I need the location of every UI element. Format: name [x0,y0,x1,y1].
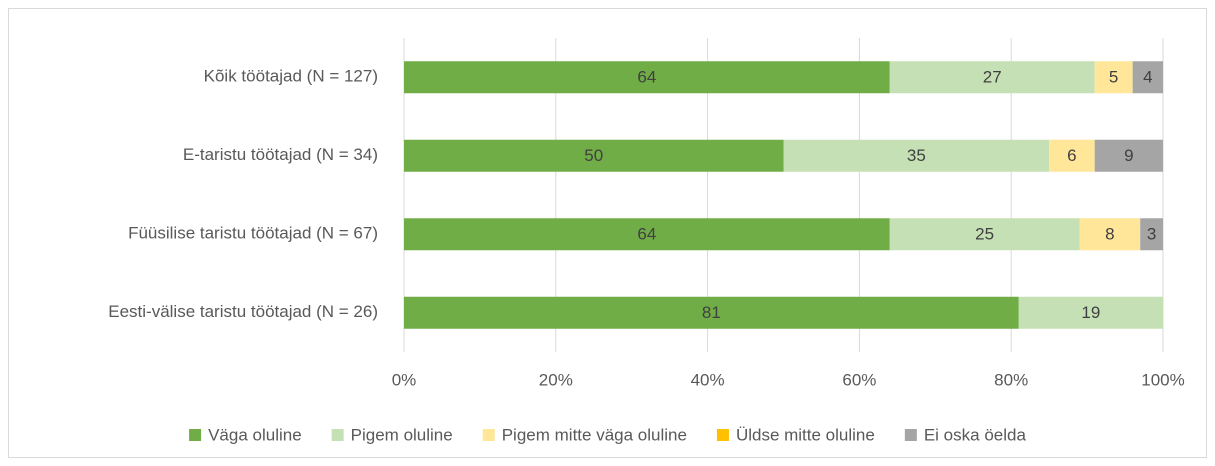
data-label: 3 [1147,225,1156,244]
data-label: 6 [1067,146,1076,165]
bar-segment [1094,61,1133,94]
data-label: 9 [1124,146,1133,165]
bar-segment [1018,296,1163,329]
bar-segment [1049,139,1095,172]
bar-segment [783,139,1050,172]
x-tick-label: 60% [842,370,876,389]
y-tick-label: Kõik töötajad (N = 127) [204,67,378,86]
data-label: 4 [1143,68,1152,87]
data-label: 50 [584,146,603,165]
x-tick-label: 80% [994,370,1028,389]
x-tick-label: 40% [691,370,725,389]
data-label: 81 [702,303,721,322]
data-label: 27 [983,68,1002,87]
legend-swatch [716,429,729,441]
legend-swatch [189,429,202,441]
data-label: 35 [907,146,926,165]
legend-swatch [331,429,344,441]
bar-segment [1132,61,1163,94]
y-tick-label: Eesti-välise taristu töötajad (N = 26) [108,302,378,321]
legend-swatch [904,429,917,441]
legend-label: Pigem mitte väga oluline [502,425,687,444]
x-tick-label: 0% [392,370,417,389]
data-label: 8 [1105,225,1114,244]
bar-segment [404,139,784,172]
data-label: 25 [975,225,994,244]
data-label: 64 [637,68,656,87]
data-label: 64 [637,225,656,244]
bar-segment [404,218,890,251]
bar-segment [889,218,1080,251]
bar-segment [1140,218,1163,251]
legend-label: Üldse mitte oluline [736,425,875,444]
x-tick-label: 20% [539,370,573,389]
bar-segment [889,61,1095,94]
legend-swatch [482,429,495,441]
bar-segment [404,61,890,94]
y-tick-label: E-taristu töötajad (N = 34) [183,145,378,164]
legend-label: Pigem oluline [351,425,453,444]
legend-label: Väga oluline [208,425,302,444]
data-label: 5 [1109,68,1118,87]
x-tick-label: 100% [1141,370,1184,389]
bar-segment [1094,139,1163,172]
bar-segment [1079,218,1141,251]
bar-segment [404,296,1019,329]
y-tick-label: Füüsilise taristu töötajad (N = 67) [128,224,378,243]
legend-label: Ei oska öelda [924,425,1027,444]
data-label: 19 [1081,303,1100,322]
